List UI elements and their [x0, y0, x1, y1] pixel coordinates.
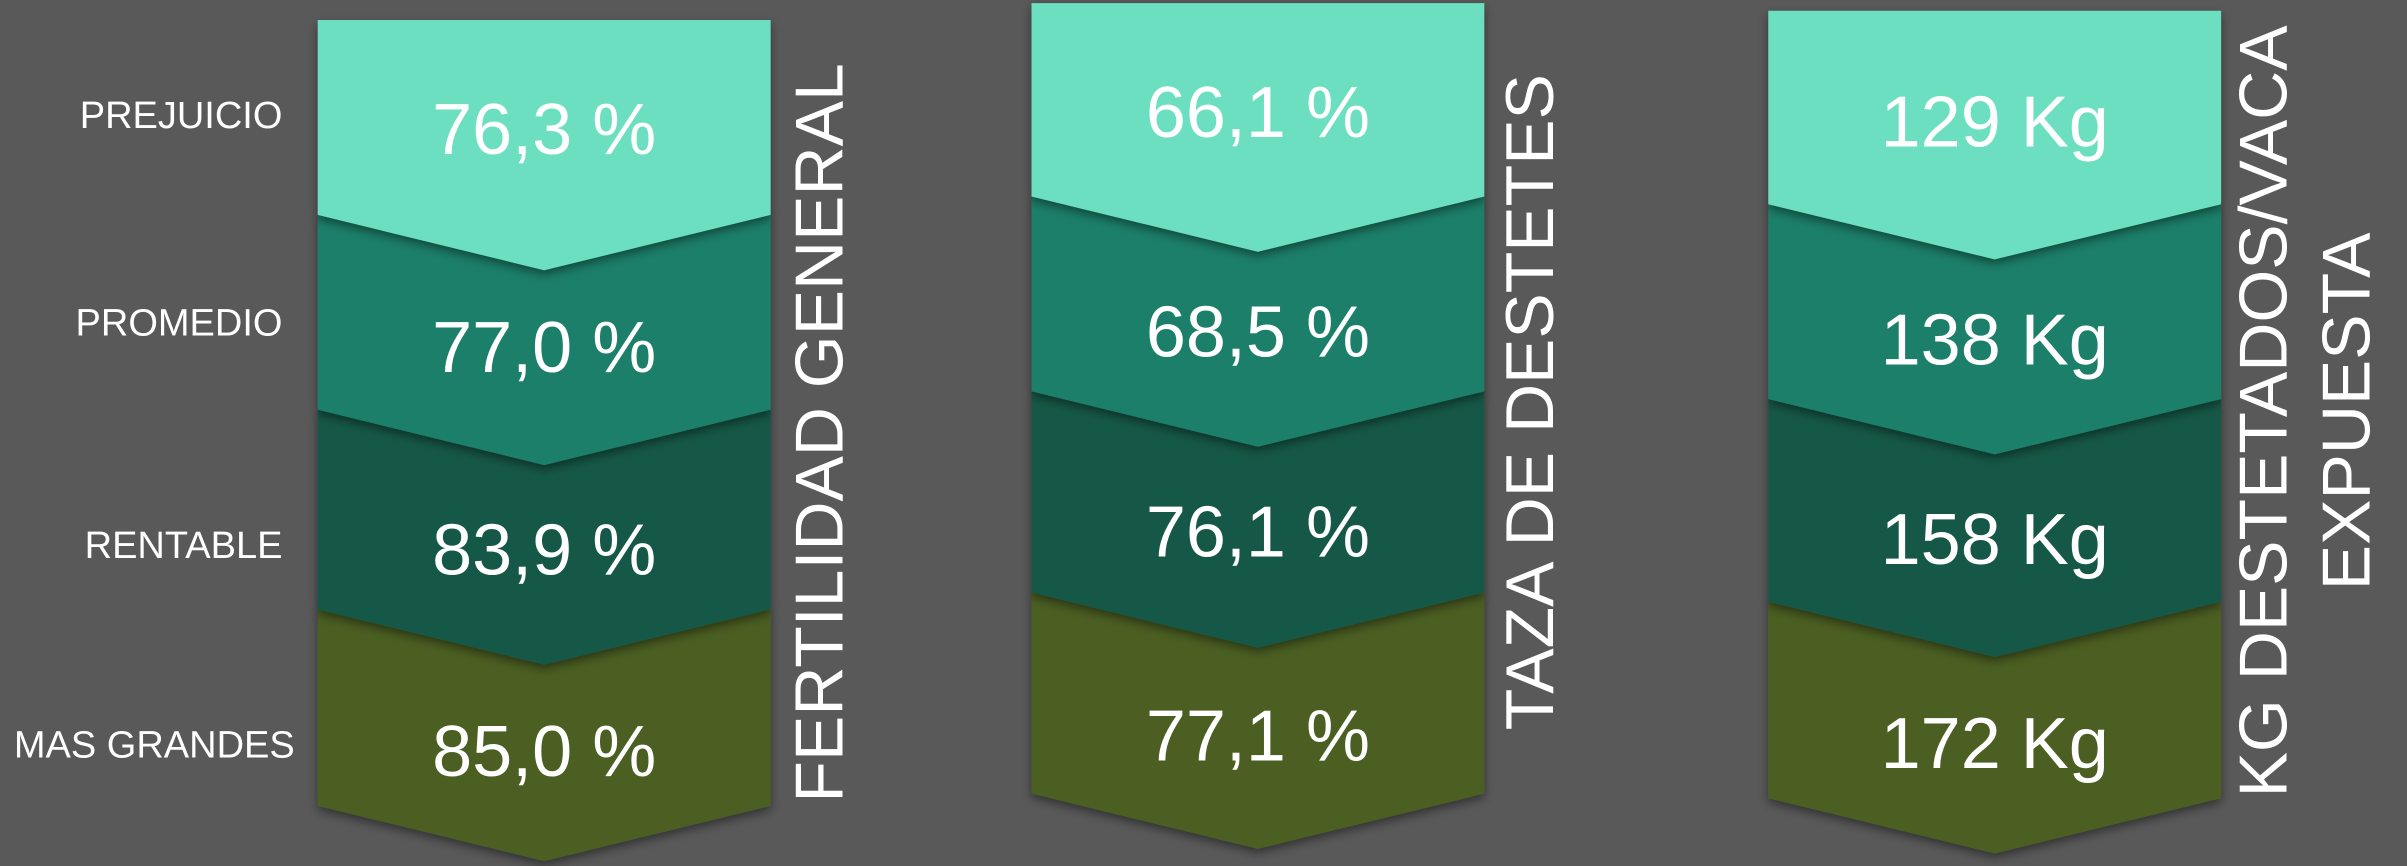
value-label: 85,0 %	[432, 712, 656, 792]
chevron	[1031, 391, 1485, 648]
value-label: 158 Kg	[1881, 500, 2109, 580]
chevron	[317, 609, 771, 862]
value-label: 172 Kg	[1881, 704, 2109, 784]
value-label: 66,1 %	[1146, 73, 1370, 153]
column-title: EXPUESTA	[2309, 232, 2385, 590]
value-label: 77,0 %	[432, 308, 656, 388]
value-label: 138 Kg	[1881, 300, 2109, 380]
value-label: 83,9 %	[432, 511, 656, 591]
column-title: FERTILIDAD GENERAL	[781, 63, 857, 802]
row-label: MAS GRANDES	[14, 725, 295, 767]
chevron	[1031, 3, 1485, 252]
chevron	[1031, 592, 1485, 849]
row-label: PROMEDIO	[76, 302, 283, 344]
chevron	[1768, 601, 2222, 854]
chevron	[1031, 196, 1485, 447]
chevron	[1768, 399, 2222, 657]
chevron	[317, 409, 771, 665]
value-label: 76,1 %	[1146, 492, 1370, 572]
row-label: PREJUICIO	[80, 95, 283, 137]
column-title: KG DESTETADOS/VACA	[2226, 25, 2302, 798]
value-label: 129 Kg	[1881, 82, 2109, 162]
value-label: 76,3 %	[432, 90, 656, 170]
chevron	[317, 20, 771, 271]
value-label: 68,5 %	[1146, 293, 1370, 373]
value-label: 77,1 %	[1146, 696, 1370, 776]
chevron	[1768, 204, 2222, 455]
column-title: TAZA DE DESTETES	[1492, 74, 1568, 730]
chevron	[317, 214, 771, 466]
row-label: RENTABLE	[85, 525, 283, 567]
chevron	[1768, 10, 2222, 260]
